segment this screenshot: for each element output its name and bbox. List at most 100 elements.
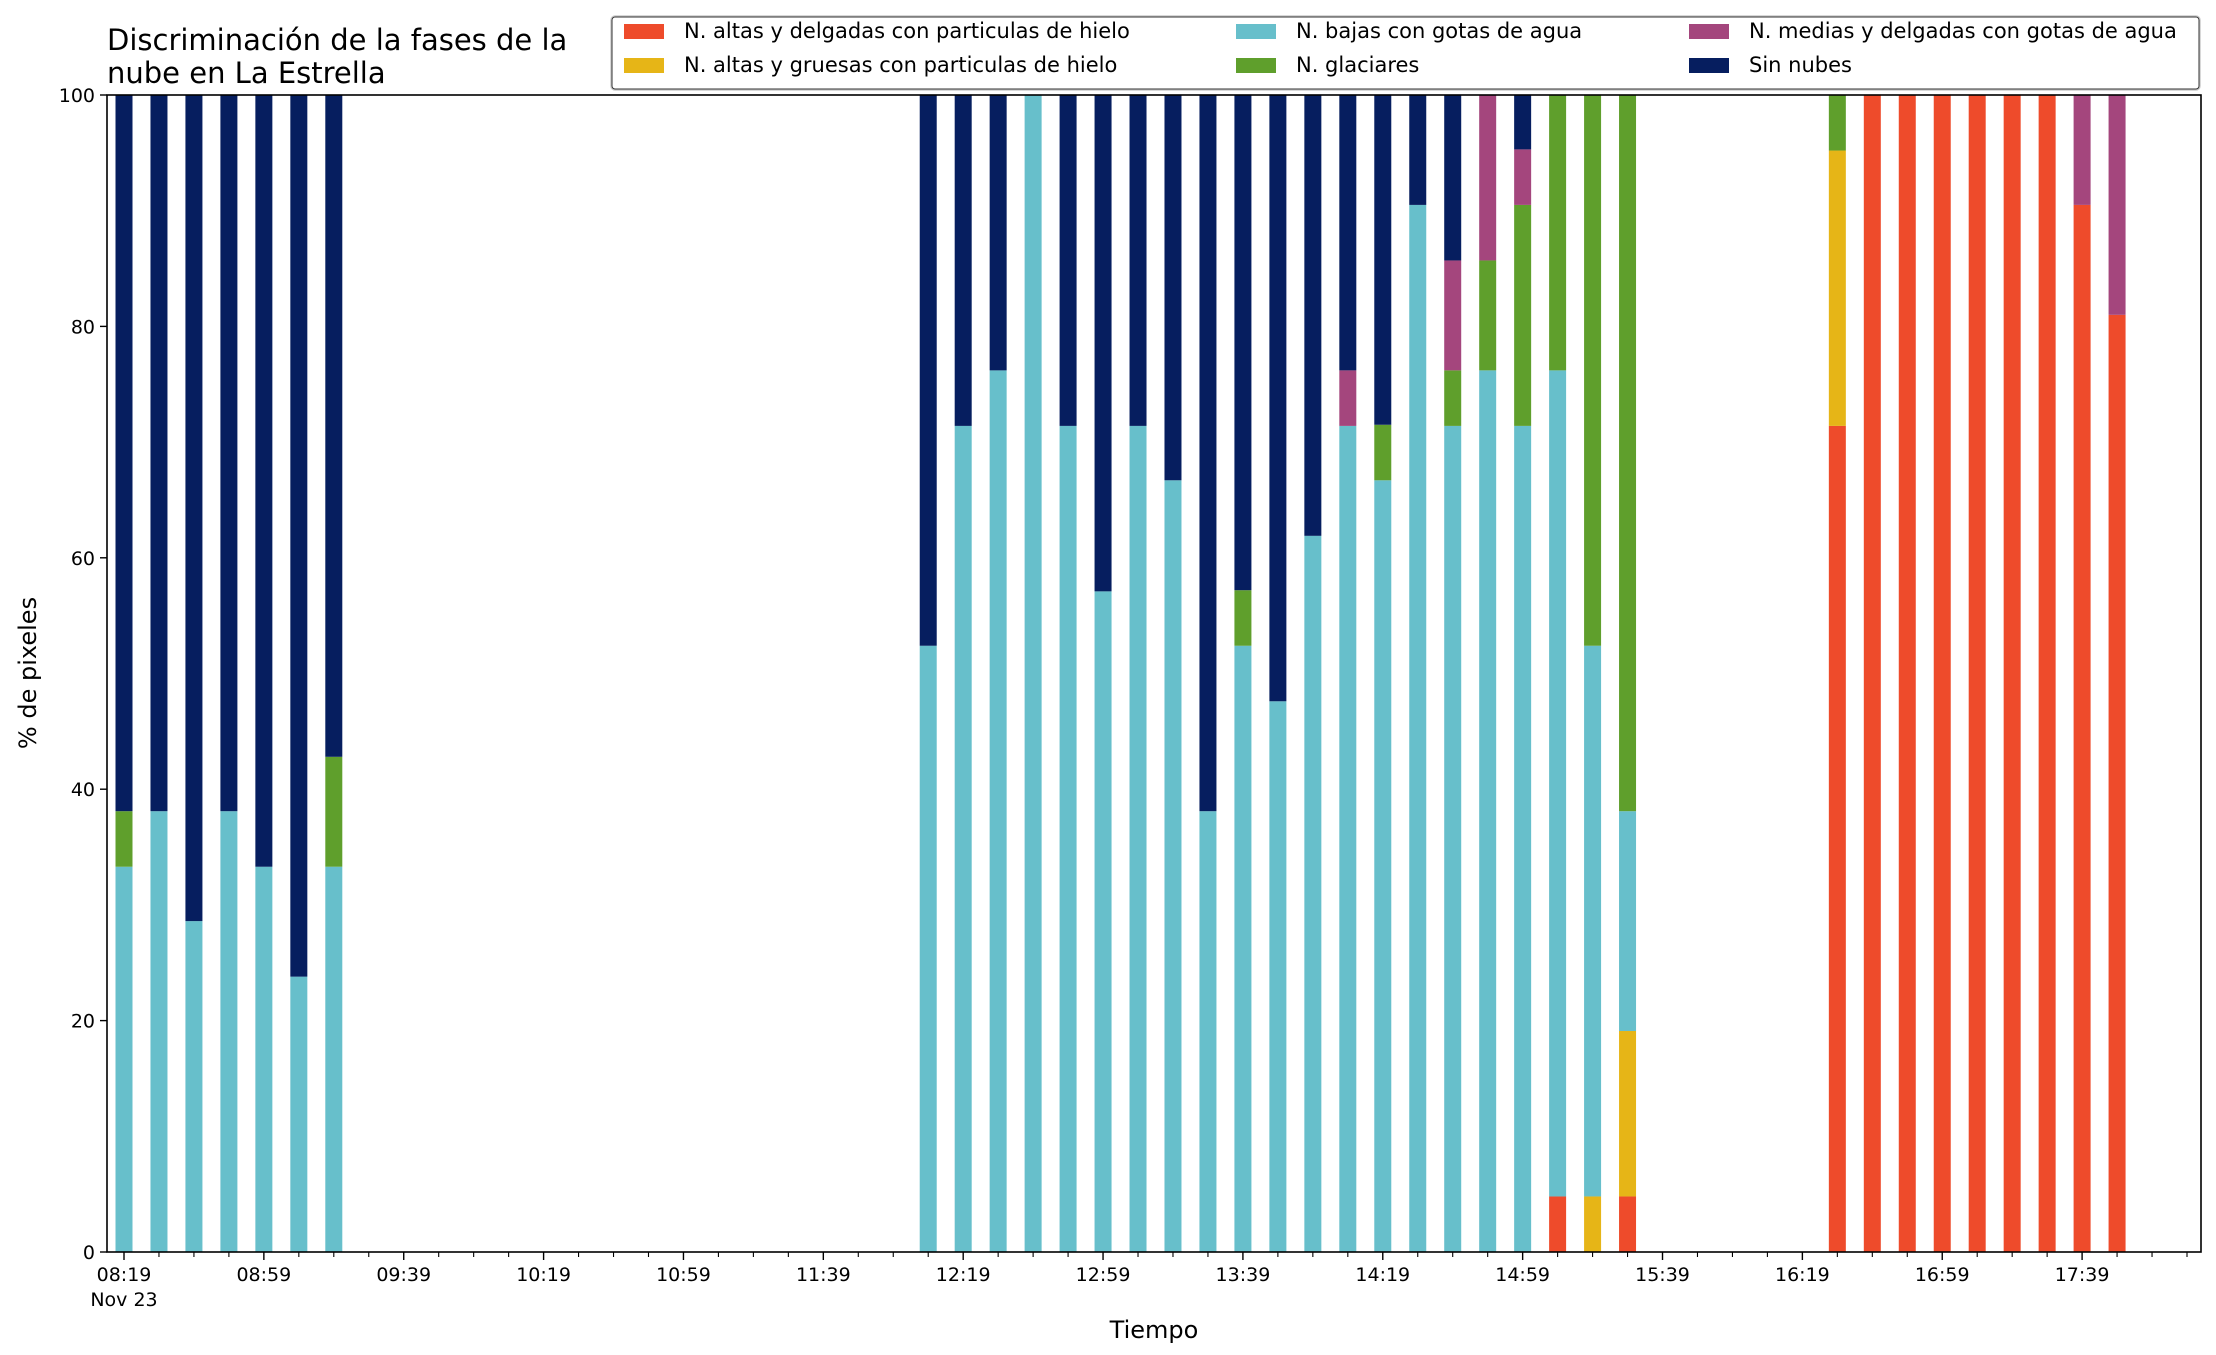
bar-segment-25-3 (1549, 95, 1567, 371)
bar-segment-11-2 (1059, 425, 1077, 1252)
bar-segment-27-3 (1619, 95, 1637, 812)
bar-segment-35-4 (2073, 95, 2091, 205)
legend-frame-inner (611, 16, 2200, 90)
bar-segment-14-5 (1164, 95, 1182, 481)
bar-segment-24-2 (1514, 425, 1532, 1252)
bar-segment-20-2 (1374, 480, 1392, 1252)
bar-segment-24-3 (1514, 204, 1532, 426)
bar-segment-20-5 (1374, 95, 1392, 425)
bar-segment-8-5 (954, 95, 972, 426)
chart-title-line-2: nube en La Estrella (107, 56, 386, 90)
bar-segment-27-1 (1619, 1031, 1637, 1197)
legend-items: N. altas y delgadas con particulas de hi… (624, 19, 2177, 77)
bar-segment-30-0 (1898, 95, 1916, 1252)
y-tick-label-2: 40 (71, 779, 95, 801)
bar-segment-19-2 (1339, 425, 1357, 1252)
bar-segment-28-0 (1828, 425, 1846, 1252)
bar-segment-29-0 (1863, 95, 1881, 1252)
x-tick-label-8: 13:39 (1216, 1264, 1271, 1286)
x-tick-label-12: 16:19 (1775, 1264, 1830, 1286)
bar-segment-15-2 (1199, 811, 1217, 1252)
axes-frame (106, 94, 2202, 1253)
legend-label-3: N. glaciares (1296, 53, 1419, 77)
bar-segment-36-0 (2108, 314, 2126, 1253)
y-tick-label-1: 20 (71, 1011, 95, 1033)
legend-swatch-1 (624, 58, 664, 73)
legend-label-1: N. altas y gruesas con particulas de hie… (684, 53, 1117, 77)
bar-segment-25-0 (1549, 1196, 1567, 1252)
bar-segment-5-5 (290, 95, 308, 977)
x-tick-label-4: 10:59 (656, 1264, 711, 1286)
bar-segment-18-5 (1304, 95, 1322, 536)
bar-segment-28-3 (1828, 95, 1846, 151)
bar-segment-23-3 (1479, 260, 1497, 371)
x-tick-label-1: 08:59 (236, 1264, 291, 1286)
chart-title-line-1: Discriminación de la fases de la (107, 23, 567, 57)
legend-swatch-3 (1236, 58, 1276, 73)
x-axis-label: Tiempo (1109, 1316, 1199, 1344)
x-tick-label-2: 09:39 (376, 1264, 431, 1286)
bar-segment-16-2 (1234, 645, 1252, 1252)
bar-segment-26-2 (1584, 645, 1602, 1197)
ticks-layer: 0 20 40 60 80 100 08:19 08:59 09:39 10:19 10:59 11:… (59, 85, 2188, 1311)
bar-segment-18-2 (1304, 535, 1322, 1252)
bar-segment-36-4 (2108, 95, 2126, 315)
legend-label-5: Sin nubes (1749, 53, 1852, 77)
bar-segment-22-2 (1444, 425, 1462, 1252)
legend-swatch-0 (624, 24, 664, 39)
bar-segment-32-0 (1968, 95, 1986, 1252)
bar-segment-6-5 (325, 95, 343, 757)
bar-segment-22-3 (1444, 370, 1462, 426)
bar-segment-0-3 (115, 811, 133, 867)
y-tick-label-5: 100 (59, 85, 95, 107)
bar-segment-16-5 (1234, 95, 1252, 591)
bar-segment-8-2 (954, 425, 972, 1252)
bar-segment-1-2 (150, 811, 168, 1252)
x-tick-label-3: 10:19 (516, 1264, 571, 1286)
legend: N. altas y delgadas con particulas de hi… (610, 15, 2201, 91)
y-tick-label-0: 0 (83, 1242, 95, 1264)
bar-segment-15-5 (1199, 95, 1217, 812)
bar-segment-12-5 (1094, 95, 1112, 592)
x-tick-label-11: 15:39 (1635, 1264, 1690, 1286)
bar-segment-21-5 (1409, 95, 1427, 205)
bar-segment-7-2 (919, 645, 937, 1252)
bar-segment-1-5 (150, 95, 168, 812)
bar-segment-17-5 (1269, 95, 1287, 702)
x-tick-label-6: 12:19 (936, 1264, 991, 1286)
y-tick-label-4: 80 (71, 316, 95, 338)
y-tick-label-3: 60 (71, 548, 95, 570)
bar-segment-23-4 (1479, 95, 1497, 261)
bar-segment-17-2 (1269, 701, 1287, 1252)
bar-segment-0-2 (115, 866, 133, 1252)
bar-segment-5-2 (290, 976, 308, 1252)
bar-segment-34-0 (2038, 95, 2056, 1252)
bar-segment-0-5 (115, 95, 133, 812)
bar-segment-7-5 (919, 95, 937, 646)
bars-layer (115, 95, 2126, 1253)
bar-segment-2-5 (185, 95, 203, 922)
bar-segment-21-2 (1409, 204, 1427, 1252)
bar-segment-19-4 (1339, 370, 1357, 426)
legend-label-2: N. bajas con gotas de agua (1296, 19, 1582, 43)
x-tick-label-5: 11:39 (796, 1264, 851, 1286)
bar-segment-22-5 (1444, 95, 1462, 261)
bar-segment-26-1 (1584, 1196, 1602, 1252)
legend-swatch-2 (1236, 24, 1276, 39)
bar-segment-14-2 (1164, 480, 1182, 1252)
bar-segment-35-0 (2073, 204, 2091, 1252)
bar-segment-12-2 (1094, 591, 1112, 1252)
x-date-label: Nov 23 (90, 1289, 157, 1311)
bar-segment-27-2 (1619, 811, 1637, 1032)
bar-segment-4-5 (255, 95, 273, 867)
x-tick-label-13: 16:59 (1915, 1264, 1970, 1286)
bar-segment-4-2 (255, 866, 273, 1252)
x-tick-label-7: 12:59 (1076, 1264, 1131, 1286)
bar-segment-2-2 (185, 921, 203, 1252)
x-tick-label-10: 14:59 (1495, 1264, 1550, 1286)
bar-segment-25-2 (1549, 370, 1567, 1197)
bar-segment-6-2 (325, 866, 343, 1252)
bar-segment-24-5 (1514, 95, 1532, 150)
x-tick-label-9: 14:19 (1355, 1264, 1410, 1286)
